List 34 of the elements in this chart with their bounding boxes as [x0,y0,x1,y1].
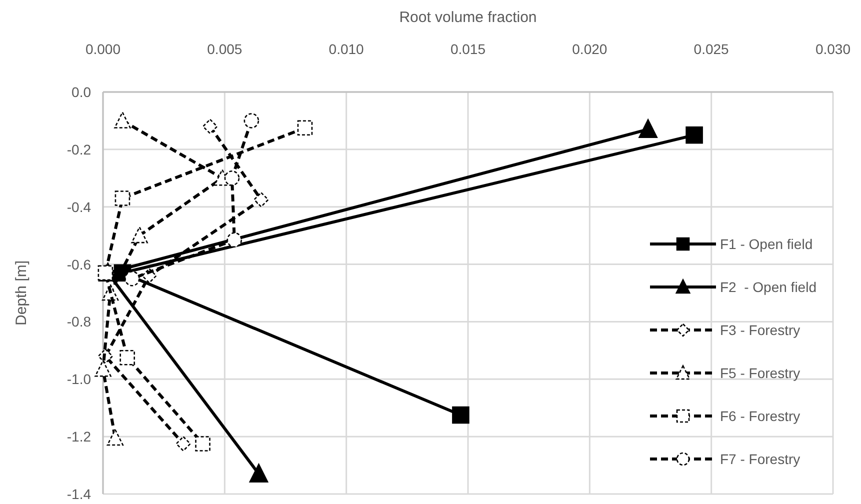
point [124,270,140,286]
x-tick-label: 0.025 [694,41,730,57]
x-tick-label: 0.000 [85,41,121,57]
legend-label: F1 - Open field [720,236,813,252]
point [249,464,268,483]
point [98,265,114,281]
y-tick-label: -0.8 [66,314,92,330]
legend-label: F7 - Forestry [720,451,800,467]
y-tick-label: -0.6 [66,256,92,272]
point [106,428,124,446]
x-tick-label: 0.010 [328,41,364,57]
x-tick-label: 0.030 [815,41,851,57]
y-tick-label: -0.4 [66,198,92,215]
y-axis-title: Depth [m] [13,260,30,326]
legend-label: F2 - Open field [720,279,816,295]
x-axis-title: Root volume fraction [399,9,537,26]
x-tick-label: 0.020 [572,41,608,57]
y-tick-label: -1.4 [66,486,92,502]
point [94,360,112,377]
x-tick-label: 0.005 [207,41,242,57]
point [226,232,242,248]
y-tick-label: 0.0 [72,84,92,100]
legend-label: F6 - Forestry [720,408,800,424]
point [638,119,658,138]
x-tick-label: 0.015 [450,41,486,57]
y-tick-label: -1.0 [66,371,92,388]
legend-label: F5 - Forestry [720,365,800,381]
point [131,226,148,244]
legend-label: F3 - Forestry [720,322,800,338]
point [686,126,703,144]
y-tick-label: -1.2 [66,428,92,445]
y-tick-label: -0.2 [66,141,92,158]
point [452,406,470,424]
point [114,112,131,128]
